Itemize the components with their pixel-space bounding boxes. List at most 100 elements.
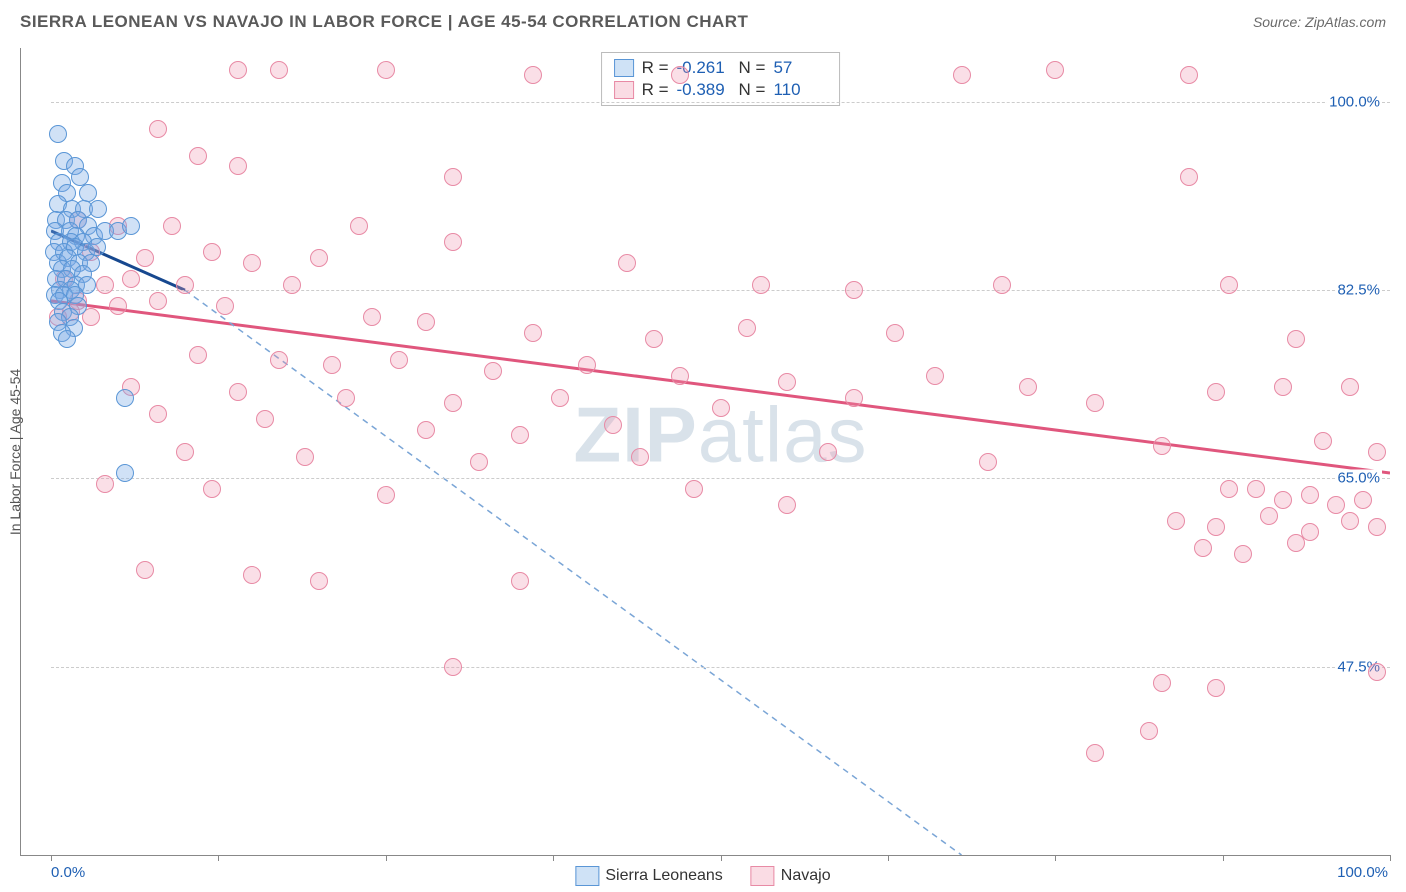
scatter-point (1207, 383, 1225, 401)
scatter-point (738, 319, 756, 337)
scatter-point (203, 243, 221, 261)
legend-swatch (751, 866, 775, 886)
scatter-point (618, 254, 636, 272)
bottom-legend: Sierra Leoneans Navajo (575, 866, 830, 886)
scatter-point (886, 324, 904, 342)
scatter-point (243, 566, 261, 584)
scatter-point (1207, 679, 1225, 697)
scatter-point (819, 443, 837, 461)
scatter-point (283, 276, 301, 294)
scatter-point (511, 426, 529, 444)
scatter-point (310, 572, 328, 590)
scatter-point (1341, 378, 1359, 396)
scatter-point (1314, 432, 1332, 450)
legend-label: Navajo (781, 867, 831, 884)
scatter-point (163, 217, 181, 235)
plot-area: ZIPatlas R =-0.261N =57R =-0.389N =110 4… (51, 48, 1390, 855)
stats-swatch (614, 59, 634, 77)
stats-n-value: 57 (773, 58, 827, 78)
scatter-point (216, 297, 234, 315)
scatter-point (524, 324, 542, 342)
scatter-point (1327, 496, 1345, 514)
gridline (51, 478, 1390, 479)
scatter-point (89, 200, 107, 218)
scatter-point (390, 351, 408, 369)
scatter-point (1086, 744, 1104, 762)
stats-n-label: N = (739, 80, 766, 100)
x-tick-mark (51, 855, 52, 861)
scatter-point (1354, 491, 1372, 509)
scatter-point (778, 373, 796, 391)
legend-swatch (575, 866, 599, 886)
x-tick-mark (218, 855, 219, 861)
scatter-point (1220, 276, 1238, 294)
stats-r-label: R = (642, 80, 669, 100)
scatter-point (1341, 512, 1359, 530)
scatter-point (363, 308, 381, 326)
gridline (51, 102, 1390, 103)
scatter-point (122, 217, 140, 235)
scatter-point (417, 313, 435, 331)
stats-r-label: R = (642, 58, 669, 78)
scatter-point (136, 249, 154, 267)
scatter-point (377, 61, 395, 79)
scatter-point (645, 330, 663, 348)
scatter-point (149, 292, 167, 310)
scatter-point (417, 421, 435, 439)
scatter-point (1019, 378, 1037, 396)
scatter-point (671, 66, 689, 84)
scatter-point (1140, 722, 1158, 740)
stats-swatch (614, 81, 634, 99)
scatter-point (1274, 378, 1292, 396)
stats-row: R =-0.389N =110 (614, 79, 828, 101)
scatter-point (845, 281, 863, 299)
scatter-point (444, 233, 462, 251)
scatter-point (1194, 539, 1212, 557)
scatter-point (116, 464, 134, 482)
scatter-point (189, 346, 207, 364)
scatter-point (296, 448, 314, 466)
scatter-point (58, 330, 76, 348)
scatter-point (109, 297, 127, 315)
scatter-point (149, 405, 167, 423)
scatter-point (685, 480, 703, 498)
scatter-point (176, 443, 194, 461)
scatter-point (444, 658, 462, 676)
x-tick-mark (553, 855, 554, 861)
scatter-point (1368, 443, 1386, 461)
scatter-point (993, 276, 1011, 294)
scatter-point (270, 351, 288, 369)
scatter-point (203, 480, 221, 498)
scatter-point (752, 276, 770, 294)
stats-n-value: 110 (773, 80, 827, 100)
scatter-point (712, 399, 730, 417)
x-tick-mark (386, 855, 387, 861)
x-tick-mark (1223, 855, 1224, 861)
scatter-point (96, 276, 114, 294)
scatter-point (337, 389, 355, 407)
scatter-point (926, 367, 944, 385)
scatter-point (122, 270, 140, 288)
chart-title: SIERRA LEONEAN VS NAVAJO IN LABOR FORCE … (20, 12, 748, 32)
scatter-point (1247, 480, 1265, 498)
scatter-point (1234, 545, 1252, 563)
scatter-point (1207, 518, 1225, 536)
y-tick-label: 100.0% (1327, 93, 1382, 110)
x-tick-label-right: 100.0% (1337, 864, 1388, 881)
scatter-point (96, 475, 114, 493)
scatter-point (578, 356, 596, 374)
chart-container: In Labor Force | Age 45-54 ZIPatlas R =-… (20, 48, 1390, 856)
scatter-point (1180, 168, 1198, 186)
scatter-point (470, 453, 488, 471)
scatter-point (631, 448, 649, 466)
legend-label: Sierra Leoneans (605, 867, 722, 884)
scatter-point (979, 453, 997, 471)
scatter-point (1368, 663, 1386, 681)
scatter-point (845, 389, 863, 407)
scatter-point (377, 486, 395, 504)
scatter-point (323, 356, 341, 374)
gridline (51, 290, 1390, 291)
x-tick-mark (1390, 855, 1391, 861)
scatter-point (524, 66, 542, 84)
scatter-point (444, 394, 462, 412)
